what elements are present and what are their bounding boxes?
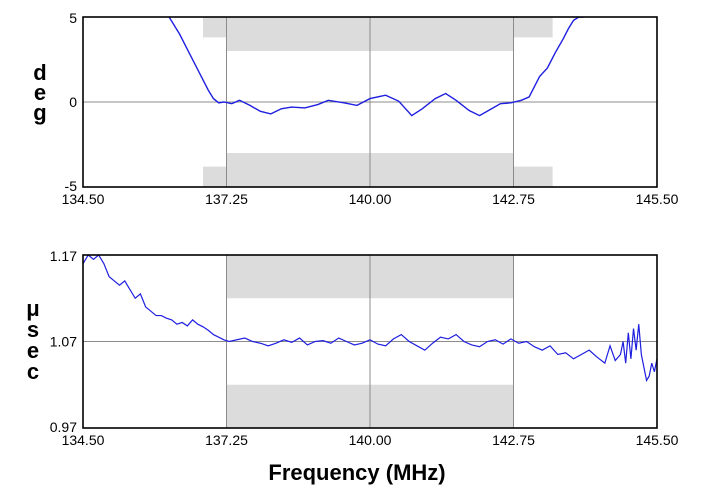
x-axis-label: Frequency (MHz) [268,460,445,485]
y-tick-label: 5 [69,10,77,26]
phase-plot-frame [82,16,658,188]
group-delay-line [83,255,657,383]
x-tick-label: 140.00 [349,191,392,207]
spec-mask-0 [203,17,227,38]
phase-grid [83,17,657,187]
delay-plot-frame [82,254,658,429]
y-tick-label: 1.17 [50,248,77,264]
spec-mask-5 [513,166,553,187]
x-tick-label: 137.25 [205,432,248,448]
x-tick-label: 134.50 [62,432,105,448]
delay-y-tick-labels: 1.17 1.07 0.97 [50,248,77,435]
spec-mask-3 [203,166,227,187]
phase-y-tick-labels: 5 0 -5 [65,10,78,194]
y-tick-label: 0.97 [50,419,77,435]
x-tick-label: 142.75 [492,432,535,448]
delay-grid [83,255,657,428]
x-tick-label: 145.50 [636,191,679,207]
phase-x-tick-labels: 134.50 137.25 140.00 142.75 145.50 [62,191,679,207]
spec-mask-2 [513,17,553,38]
x-tick-label: 145.50 [636,432,679,448]
x-tick-label: 137.25 [205,191,248,207]
x-tick-label: 142.75 [492,191,535,207]
y-tick-label: -5 [65,178,78,194]
phase-deviation-line [168,17,584,117]
x-tick-label: 134.50 [62,191,105,207]
group-delay-chart: 134.50 137.25 140.00 142.75 145.50 1.17 1.07 0… [26,248,678,485]
delay-x-tick-labels: 134.50 137.25 140.00 142.75 145.50 [62,432,679,448]
y-tick-label: 0 [69,94,77,110]
y-tick-label: 1.07 [50,334,77,350]
x-tick-label: 140.00 [349,432,392,448]
